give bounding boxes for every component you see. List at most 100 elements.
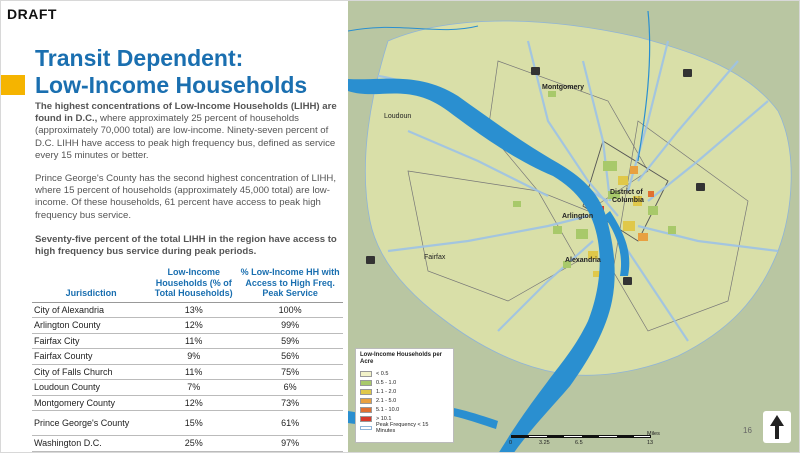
table-row: Prince George's County 15% 61% [32, 410, 343, 436]
cell-jurisdiction: City of Falls Church [32, 364, 151, 380]
accent-bar [1, 75, 25, 95]
legend-item: 5.1 - 10.0 [360, 405, 449, 414]
paragraph-dc-rest: where approximately 25 percent of househ… [35, 113, 336, 161]
cell-jurisdiction: City of Alexandria [32, 302, 151, 318]
scale-tick: 0 [509, 440, 513, 446]
cell-access-share: 100% [237, 302, 343, 318]
map-minor-stream [637, 10, 651, 162]
legend-label: 2.1 - 5.0 [376, 397, 397, 404]
legend-swatch [360, 406, 372, 413]
map-minor-stream [348, 25, 479, 32]
legend-label: < 0.5 [376, 370, 389, 377]
cell-jurisdiction: Fairfax City [32, 333, 151, 349]
map-jurisdiction-boundary [407, 170, 579, 302]
table-row: Washington D.C. 25% 97% [32, 435, 343, 452]
legend-label: 0.5 - 1.0 [376, 379, 397, 386]
legend-label: > 10.1 [376, 415, 392, 422]
place-label-loudoun: Loudoun [384, 113, 412, 120]
cell-lihh-share: 15% [150, 410, 238, 436]
table-row: Fairfax City 11% 59% [32, 333, 343, 349]
page-number: 16 [743, 426, 752, 435]
legend-item: < 0.5 [360, 369, 449, 378]
paragraph-dc-lead: The highest concentrations of Low-Income… [35, 101, 337, 125]
cell-jurisdiction: Loudoun County [32, 379, 151, 396]
page-title: Transit Dependent: Low-Income Households [35, 45, 307, 99]
cell-jurisdiction: Arlington County [32, 317, 151, 334]
place-label-arlington: Arlington [562, 213, 594, 220]
table-header-row: Jurisdiction Low-Income Households (% of… [32, 265, 343, 303]
interstate-shield-icon [531, 67, 540, 75]
legend-swatch [360, 397, 372, 404]
title-line-2: Low-Income Households [35, 72, 308, 98]
table-row: City of Falls Church 11% 75% [32, 364, 343, 380]
jurisdiction-table: Jurisdiction Low-Income Households (% of… [32, 265, 343, 452]
map-anacostia-river [604, 211, 630, 276]
map-potomac-river [348, 78, 615, 452]
col-header-lihh-share: Low-Income Households (% of Total Househ… [150, 265, 238, 303]
cell-access-share: 6% [237, 379, 343, 396]
cell-access-share: 97% [237, 435, 343, 452]
place-label-alexandria: Alexandria [565, 257, 601, 264]
interstate-shield-icon [366, 256, 375, 264]
legend-item: Peak Frequency < 15 Minutes [360, 421, 449, 434]
cell-jurisdiction: Fairfax County [32, 348, 151, 365]
draft-label: DRAFT [7, 6, 57, 22]
place-label-montgomery: Montgomery [542, 84, 584, 91]
legend-item: 0.5 - 1.0 [360, 378, 449, 387]
interstate-shield-icon [623, 277, 632, 285]
map-scale-bar: 0 3.25 6.5 13 Miles [509, 431, 661, 449]
legend-swatch [360, 388, 372, 395]
legend-swatch [360, 370, 372, 377]
scale-tick: 13 [647, 440, 654, 446]
interstate-shield-icon [696, 183, 705, 191]
cell-access-share: 61% [237, 410, 343, 436]
place-label-dc-line-2: Columbia [612, 197, 644, 204]
place-label-fairfax: Fairfax [424, 254, 446, 261]
north-arrow-icon [763, 411, 791, 443]
map-legend: Low-Income Households per Acre < 0.5 0.5… [355, 348, 454, 443]
table-row: Fairfax County 9% 56% [32, 348, 343, 365]
cell-lihh-share: 7% [150, 379, 238, 396]
interstate-shield-icon [683, 69, 692, 77]
scale-bar-graphic [511, 435, 651, 438]
title-line-1: Transit Dependent: [35, 45, 244, 71]
cell-access-share: 99% [237, 317, 343, 334]
cell-lihh-share: 13% [150, 302, 238, 318]
cell-access-share: 59% [237, 333, 343, 349]
legend-title: Low-Income Households per Acre [360, 352, 443, 365]
legend-item: 2.1 - 5.0 [360, 396, 449, 405]
cell-access-share: 73% [237, 395, 343, 411]
paragraph-dc: The highest concentrations of Low-Income… [35, 101, 341, 162]
cell-access-share: 56% [237, 348, 343, 365]
cell-jurisdiction: Washington D.C. [32, 435, 151, 452]
legend-label: 1.1 - 2.0 [376, 388, 397, 395]
paragraph-region-summary: Seventy-five percent of the total LIHH i… [35, 234, 337, 258]
map-density-cells [513, 91, 676, 277]
cell-jurisdiction: Prince George's County [32, 410, 151, 436]
col-header-access-share: % Low-Income HH with Access to High Freq… [237, 265, 343, 303]
cell-jurisdiction: Montgomery County [32, 395, 151, 411]
map-jurisdiction-boundary [612, 120, 749, 332]
cell-lihh-share: 11% [150, 333, 238, 349]
legend-label: Peak Frequency < 15 Minutes [375, 421, 429, 434]
table-row: Arlington County 12% 99% [32, 317, 343, 334]
legend-swatch [360, 415, 372, 422]
place-label-dc-line-1: District of [610, 189, 643, 196]
legend-item: > 10.1 [360, 414, 449, 423]
legend-item: 1.1 - 2.0 [360, 387, 449, 396]
cell-lihh-share: 9% [150, 348, 238, 365]
cell-lihh-share: 11% [150, 364, 238, 380]
cell-lihh-share: 12% [150, 395, 238, 411]
table-row: Loudoun County 7% 6% [32, 379, 343, 396]
lihh-density-map: Montgomery Loudoun District of Columbia … [348, 1, 799, 452]
legend-label: 5.1 - 10.0 [376, 406, 400, 413]
col-header-jurisdiction: Jurisdiction [32, 265, 151, 303]
paragraph-prince-georges: Prince George's County has the second hi… [35, 173, 337, 221]
scale-tick: 6.5 [575, 440, 583, 446]
table-row: Montgomery County 12% 73% [32, 395, 343, 411]
legend-route-swatch [360, 425, 372, 430]
legend-swatch [360, 379, 372, 386]
cell-lihh-share: 12% [150, 317, 238, 334]
table-row: City of Alexandria 13% 100% [32, 302, 343, 318]
